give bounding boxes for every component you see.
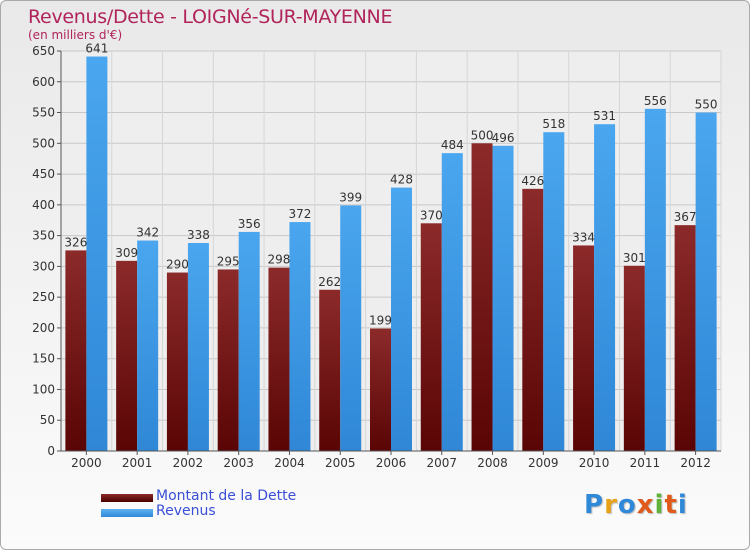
- bar-revenus: [644, 108, 666, 451]
- data-label-revenus: 496: [492, 131, 515, 145]
- data-label-dette: 426: [521, 174, 544, 188]
- y-tick-label: 350: [32, 229, 55, 243]
- data-label-revenus: 531: [593, 109, 616, 123]
- x-tick-label: 2000: [71, 456, 102, 470]
- chart-subtitle: (en milliers d'€): [28, 28, 123, 42]
- y-tick-label: 400: [32, 198, 55, 212]
- bar-dette: [420, 223, 442, 451]
- bar-revenus: [492, 145, 514, 451]
- x-tick-label: 2001: [122, 456, 153, 470]
- y-tick-label: 450: [32, 167, 55, 181]
- proxiti-logo: Proxiti: [584, 490, 688, 520]
- bar-dette: [674, 225, 696, 451]
- data-label-dette: 295: [217, 254, 240, 268]
- x-tick-label: 2002: [173, 456, 204, 470]
- bar-revenus: [238, 231, 260, 451]
- y-tick-label: 500: [32, 136, 55, 150]
- y-tick-label: 50: [40, 413, 55, 427]
- data-label-dette: 290: [166, 258, 189, 272]
- data-label-dette: 334: [572, 230, 595, 244]
- data-label-revenus: 372: [289, 207, 312, 221]
- legend-label-dette: Montant de la Dette: [156, 488, 297, 504]
- data-label-revenus: 338: [187, 228, 210, 242]
- bar-revenus: [695, 112, 717, 452]
- x-tick-label: 2003: [223, 456, 254, 470]
- x-tick-label: 2010: [579, 456, 610, 470]
- bar-dette: [370, 328, 391, 451]
- x-tick-label: 2007: [426, 456, 457, 470]
- data-label-revenus: 399: [339, 190, 362, 204]
- y-tick-label: 100: [32, 382, 55, 396]
- x-tick-label: 2004: [274, 456, 305, 470]
- bar-dette: [471, 143, 493, 452]
- bar-dette: [166, 272, 188, 451]
- x-tick-label: 2006: [376, 456, 407, 470]
- data-label-revenus: 428: [390, 173, 413, 187]
- x-tick-label: 2009: [528, 456, 559, 470]
- bar-revenus: [594, 124, 616, 451]
- x-tick-label: 2008: [477, 456, 508, 470]
- y-tick-label: 250: [32, 290, 55, 304]
- data-label-dette: 367: [674, 210, 697, 224]
- bar-revenus: [187, 243, 209, 451]
- data-label-revenus: 550: [695, 98, 718, 112]
- bar-revenus: [391, 187, 412, 451]
- legend-swatch-dette: [101, 494, 153, 502]
- legend-label-revenus: Revenus: [156, 503, 216, 519]
- data-label-revenus: 484: [441, 138, 464, 152]
- data-label-dette: 262: [318, 275, 341, 289]
- bar-dette: [522, 188, 544, 451]
- bar-revenus: [289, 222, 311, 451]
- bar-dette: [319, 289, 341, 451]
- data-label-dette: 199: [369, 314, 392, 328]
- y-tick-label: 300: [32, 259, 55, 273]
- y-tick-label: 0: [47, 444, 55, 458]
- x-tick-label: 2011: [630, 456, 661, 470]
- data-label-revenus: 556: [644, 94, 667, 108]
- y-tick-label: 150: [32, 352, 55, 366]
- bar-dette: [268, 267, 290, 451]
- x-tick-label: 2005: [325, 456, 356, 470]
- data-label-revenus: 518: [542, 117, 565, 131]
- y-tick-label: 550: [32, 106, 55, 120]
- bar-dette: [65, 250, 87, 451]
- data-label-dette: 370: [420, 208, 443, 222]
- data-label-dette: 301: [623, 251, 646, 265]
- bar-dette: [116, 260, 138, 451]
- data-label-dette: 326: [64, 235, 87, 249]
- data-label-dette: 500: [471, 128, 494, 142]
- bar-dette: [573, 245, 595, 451]
- y-tick-label: 200: [32, 321, 55, 335]
- chart-title: Revenus/Dette - LOIGNé-SUR-MAYENNE: [28, 6, 393, 28]
- data-label-dette: 309: [115, 246, 138, 260]
- bar-revenus: [543, 132, 565, 451]
- legend-swatch-revenus: [101, 509, 153, 517]
- bar-revenus: [441, 153, 463, 451]
- y-tick-label: 600: [32, 75, 55, 89]
- data-label-revenus: 342: [136, 226, 159, 240]
- data-label-revenus: 356: [238, 217, 261, 231]
- bar-revenus: [340, 205, 362, 451]
- bar-revenus: [86, 56, 108, 452]
- x-tick-label: 2012: [680, 456, 711, 470]
- data-label-dette: 298: [268, 253, 291, 267]
- bar-dette: [623, 265, 645, 451]
- data-label-revenus: 641: [85, 42, 108, 56]
- bar-revenus: [137, 240, 159, 451]
- y-tick-label: 650: [32, 44, 55, 58]
- bar-dette: [217, 269, 239, 451]
